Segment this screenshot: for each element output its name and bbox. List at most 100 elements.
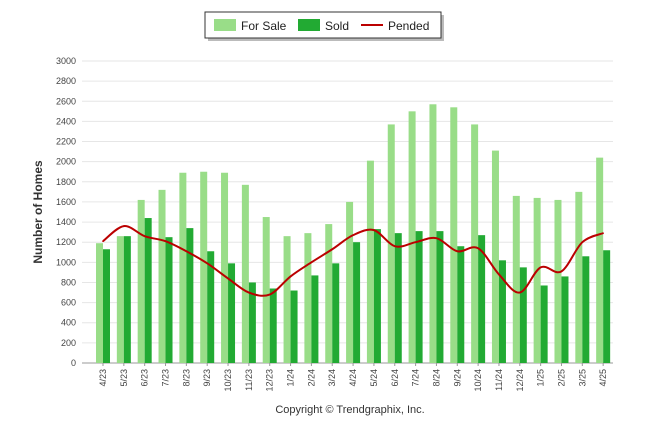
x-tick-label: 12/24 (515, 369, 525, 392)
point-pended (477, 247, 479, 250)
bar-for-sale (325, 224, 333, 363)
y-tick-label: 200 (61, 338, 76, 348)
point-pended (498, 273, 500, 276)
x-tick-label: 5/24 (369, 369, 379, 387)
bar-for-sale (241, 184, 249, 363)
legend: For Sale Sold Pended (204, 11, 444, 41)
bar-for-sale (408, 111, 416, 363)
x-tick-label: 2/25 (556, 369, 566, 387)
bar-sold (436, 231, 444, 363)
x-tick-label: 8/23 (181, 369, 191, 387)
point-pended (164, 240, 167, 242)
y-tick-label: 1000 (56, 257, 76, 267)
x-tick-label: 7/24 (411, 369, 421, 387)
x-tick-label: 6/24 (390, 369, 400, 387)
x-tick-label: 2/24 (306, 369, 316, 387)
y-tick-label: 400 (61, 318, 76, 328)
bar-sold (103, 249, 110, 363)
bar-sold (290, 290, 298, 363)
point-pended (373, 229, 375, 231)
x-tick-label: 4/25 (598, 369, 608, 387)
bar-sold (582, 256, 590, 363)
point-pended (602, 232, 604, 234)
bar-for-sale (512, 195, 520, 363)
bar-for-sale (304, 233, 312, 363)
y-tick-label: 2400 (56, 116, 76, 126)
y-tick-label: 2000 (56, 157, 76, 167)
bar-sold (415, 231, 423, 363)
bar-for-sale (137, 199, 145, 363)
bar-sold (353, 242, 361, 363)
bar-sold (186, 228, 194, 363)
point-pended (519, 291, 521, 294)
y-tick-label: 1200 (56, 237, 76, 247)
y-tick-label: 2200 (56, 137, 76, 147)
point-pended (331, 248, 334, 251)
bar-sold (123, 236, 131, 363)
point-pended (393, 245, 396, 248)
pended-line (102, 225, 604, 297)
x-axis-ticks: 4/23 5/23 6/23 7/23 8/23 9/23 10/23 11/23 12/23 1… (98, 363, 608, 392)
y-axis-title: Number of Homes (31, 160, 45, 264)
bar-for-sale (221, 172, 229, 363)
y-tick-label: 600 (61, 298, 76, 308)
point-pended (289, 275, 292, 278)
bar-sold (248, 282, 256, 363)
point-pended (102, 240, 104, 242)
point-pended (143, 235, 146, 237)
bar-sold (311, 275, 319, 363)
x-tick-label: 11/24 (494, 369, 504, 391)
bars (96, 104, 611, 363)
x-tick-label: 6/23 (140, 369, 150, 387)
bar-sold (540, 285, 548, 363)
bar-for-sale (96, 243, 103, 363)
bar-sold (228, 263, 236, 363)
point-pended (227, 277, 229, 280)
point-pended (560, 270, 563, 273)
bar-sold (332, 263, 340, 363)
bar-for-sale (491, 150, 499, 363)
y-tick-label: 2600 (56, 96, 76, 106)
bar-for-sale (116, 236, 124, 363)
x-tick-label: 4/23 (98, 369, 108, 387)
bar-for-sale (283, 236, 291, 363)
bar-sold (394, 233, 402, 363)
point-pended (352, 234, 354, 236)
bar-for-sale (471, 124, 479, 363)
bar-for-sale (554, 199, 562, 363)
x-tick-label: 4/24 (348, 369, 358, 387)
x-tick-label: 12/23 (265, 369, 275, 392)
bar-sold (144, 218, 152, 363)
x-tick-label: 11/23 (244, 369, 254, 391)
point-pended (268, 293, 271, 296)
y-tick-label: 1800 (56, 177, 76, 187)
bar-for-sale (596, 157, 604, 363)
bar-sold (165, 237, 173, 363)
bar-for-sale (429, 104, 437, 363)
y-axis-ticks: 0 200 400 600 800 1000 1200 1400 1600 1800 2000 220… (56, 56, 76, 368)
bar-for-sale (179, 172, 187, 363)
bar-for-sale (575, 191, 583, 363)
bar-sold (373, 229, 381, 363)
legend-label-for-sale: For Sale (241, 19, 287, 33)
x-tick-label: 7/23 (161, 369, 171, 387)
bar-for-sale (158, 189, 166, 363)
y-tick-label: 800 (61, 277, 76, 287)
point-pended (123, 225, 125, 227)
legend-swatch-sold (298, 19, 320, 31)
y-tick-label: 2800 (56, 76, 76, 86)
y-tick-label: 3000 (56, 56, 76, 66)
bar-sold (457, 246, 465, 363)
point-pended (414, 241, 417, 243)
point-pended (206, 262, 208, 265)
point-pended (185, 250, 188, 253)
bar-sold (498, 260, 506, 363)
y-tick-label: 1400 (56, 217, 76, 227)
point-pended (248, 291, 250, 294)
x-tick-label: 1/25 (536, 369, 546, 387)
x-tick-label: 3/25 (577, 369, 587, 387)
bar-for-sale (366, 160, 374, 363)
bar-sold (207, 251, 215, 363)
bar-sold (561, 276, 569, 363)
